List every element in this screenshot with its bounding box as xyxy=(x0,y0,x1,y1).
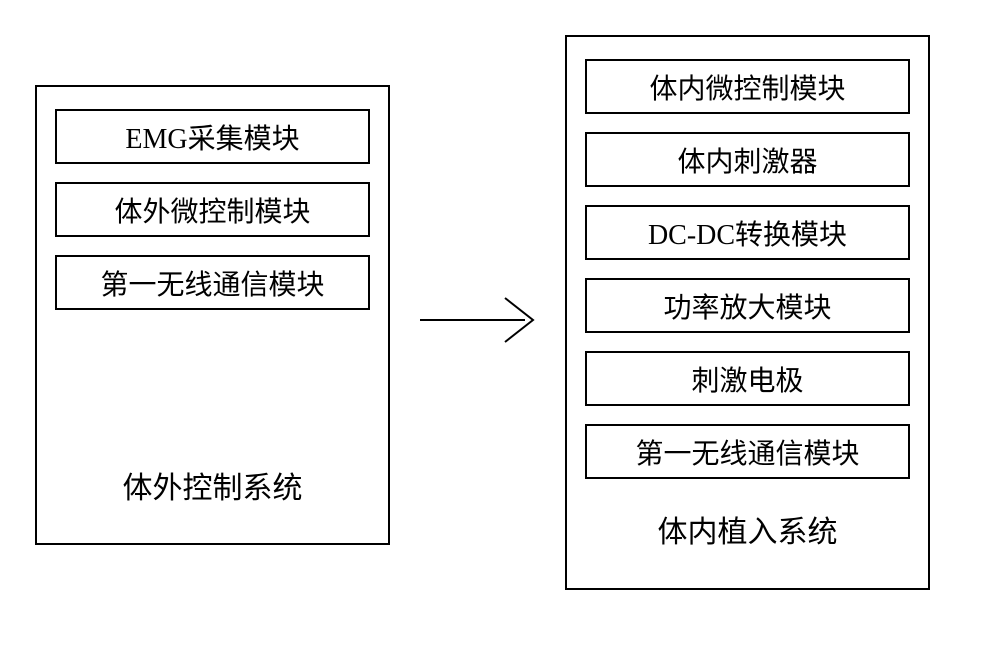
module-emg-acquisition: EMG采集模块 xyxy=(55,109,370,164)
external-system-title: 体外控制系统 xyxy=(123,463,303,507)
module-power-amplifier: 功率放大模块 xyxy=(585,278,910,333)
module-external-microcontrol: 体外微控制模块 xyxy=(55,182,370,237)
module-first-wireless-comm-external: 第一无线通信模块 xyxy=(55,255,370,310)
module-internal-stimulator: 体内刺激器 xyxy=(585,132,910,187)
external-control-system-box: EMG采集模块 体外微控制模块 第一无线通信模块 体外控制系统 xyxy=(35,85,390,545)
implant-system-title: 体内植入系统 xyxy=(658,507,838,551)
module-dc-dc-converter: DC-DC转换模块 xyxy=(585,205,910,260)
diagram-container: EMG采集模块 体外微控制模块 第一无线通信模块 体外控制系统 体内微控制模块 … xyxy=(0,0,1000,649)
module-first-wireless-comm-internal: 第一无线通信模块 xyxy=(585,424,910,479)
arrow-icon xyxy=(415,290,545,350)
implant-system-box: 体内微控制模块 体内刺激器 DC-DC转换模块 功率放大模块 刺激电极 第一无线… xyxy=(565,35,930,590)
module-stimulation-electrode: 刺激电极 xyxy=(585,351,910,406)
module-internal-microcontrol: 体内微控制模块 xyxy=(585,59,910,114)
